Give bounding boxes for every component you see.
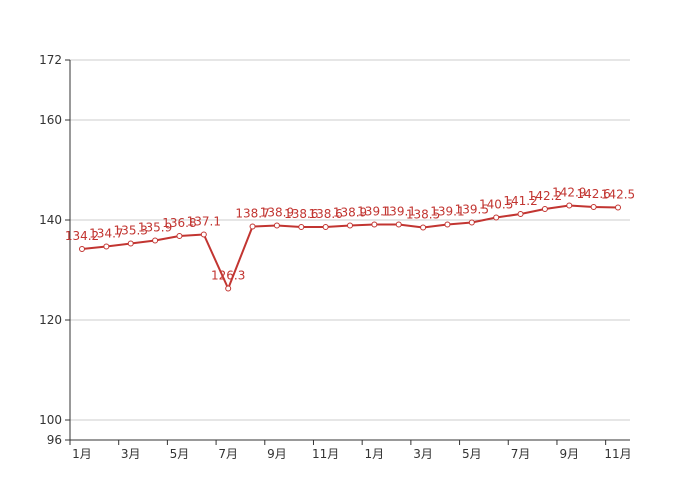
y-tick-label: 160 (39, 113, 62, 127)
data-point (79, 246, 85, 252)
data-point (127, 240, 134, 247)
data-point (420, 224, 427, 231)
data-label: 126.3 (211, 269, 245, 283)
data-label: 142.6 (576, 187, 610, 201)
x-tick-label: 9月 (559, 447, 579, 461)
data-label: 136.8 (162, 216, 196, 230)
x-tick-label: 1月 (365, 447, 385, 461)
data-point (176, 233, 183, 239)
data-label: 134.7 (89, 227, 123, 241)
data-label: 137.1 (187, 215, 221, 229)
data-point (444, 221, 451, 228)
data-label: 135.3 (114, 224, 148, 238)
data-label: 135.9 (138, 221, 172, 235)
data-label: 141.2 (503, 194, 537, 208)
y-tick-label: 100 (39, 413, 62, 427)
data-point (347, 222, 353, 229)
data-label: 138.6 (284, 207, 318, 221)
data-point (493, 214, 500, 221)
data-label: 138.7 (235, 207, 269, 221)
data-point (371, 221, 378, 228)
x-tick-label: 7月 (218, 447, 238, 461)
data-label: 139.1 (382, 205, 416, 219)
data-label: 142.5 (601, 188, 635, 202)
data-label: 138.6 (308, 207, 342, 221)
data-point (249, 223, 256, 230)
x-tick-label: 11月 (604, 447, 631, 461)
data-point (298, 224, 305, 230)
data-point (517, 211, 524, 217)
x-tick-label: 5月 (170, 447, 190, 461)
data-point (152, 237, 159, 244)
x-tick-label: 3月 (121, 447, 141, 461)
y-tick-label: 96 (47, 433, 62, 447)
data-label: 138.9 (260, 206, 294, 220)
data-label: 139.1 (430, 205, 464, 219)
y-tick-label: 172 (39, 53, 62, 67)
data-label: 134.2 (65, 229, 99, 243)
data-label: 139.5 (455, 203, 489, 217)
data-point (225, 285, 232, 292)
y-tick-label: 140 (39, 213, 62, 227)
x-tick-label: 1月 (72, 447, 92, 461)
data-point (541, 206, 548, 212)
data-point (200, 231, 207, 238)
data-point (322, 224, 329, 230)
x-tick-label: 9月 (267, 447, 287, 461)
data-point (103, 243, 110, 250)
data-label: 138.9 (333, 206, 367, 220)
data-label: 142.9 (552, 186, 586, 200)
data-point (468, 219, 475, 226)
data-point (395, 221, 402, 228)
x-tick-label: 7月 (511, 447, 531, 461)
data-label: 140.5 (479, 198, 513, 212)
data-label: 138.5 (406, 208, 440, 222)
data-point (273, 222, 280, 229)
data-point (590, 204, 597, 210)
data-label: 142.2 (528, 189, 562, 203)
y-tick-label: 120 (39, 313, 62, 327)
x-tick-label: 11月 (312, 447, 339, 461)
data-point (615, 204, 621, 211)
data-point (566, 202, 573, 209)
x-tick-label: 3月 (413, 447, 433, 461)
data-label: 139.1 (357, 205, 391, 219)
x-tick-label: 5月 (462, 447, 482, 461)
